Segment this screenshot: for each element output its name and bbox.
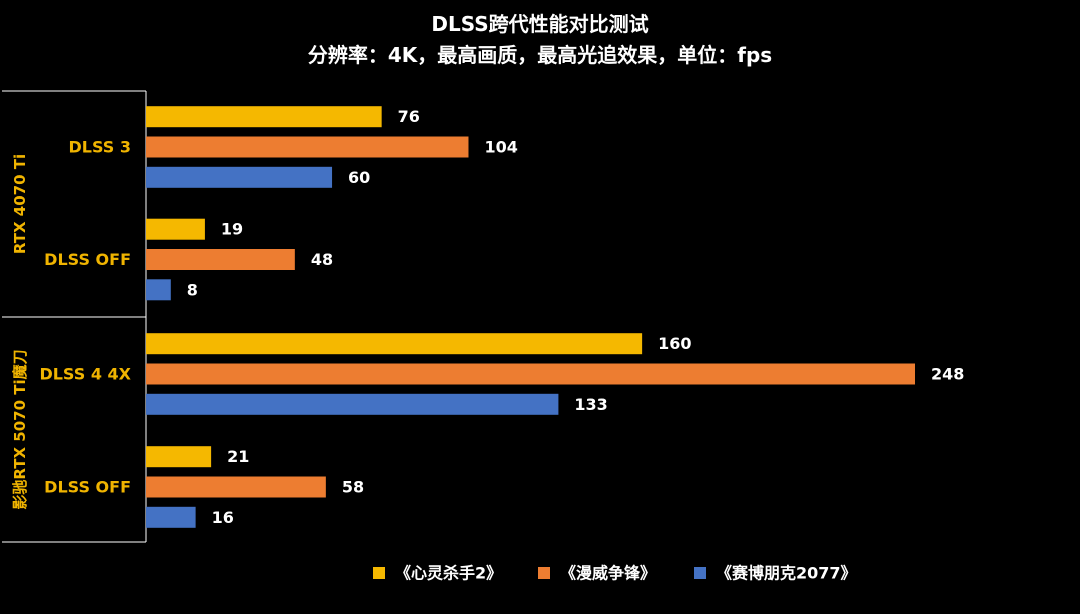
- bar: [146, 363, 915, 385]
- legend-label: 《赛博朋克2077》: [716, 564, 857, 583]
- legend-label: 《漫威争锋》: [560, 564, 656, 583]
- category-label: DLSS 4 4X: [39, 365, 131, 384]
- group-label: 影驰RTX 5070 Ti魔刀: [11, 349, 29, 509]
- bar: [146, 476, 326, 498]
- data-label: 60: [348, 168, 370, 187]
- bar: [146, 136, 469, 158]
- category-label: DLSS 3: [68, 138, 131, 157]
- data-label: 160: [658, 334, 691, 353]
- data-label: 133: [574, 395, 607, 414]
- category-label: DLSS OFF: [44, 250, 131, 269]
- legend-swatch: [373, 567, 385, 579]
- legend-label: 《心灵杀手2》: [395, 564, 502, 583]
- bar: [146, 218, 205, 240]
- category-label: DLSS OFF: [44, 478, 131, 497]
- data-label: 19: [221, 220, 243, 239]
- group-label: RTX 4070 Ti: [11, 154, 29, 254]
- legend-swatch: [694, 567, 706, 579]
- bar: [146, 106, 382, 128]
- bar: [146, 279, 171, 301]
- bar: [146, 446, 212, 468]
- bar: [146, 393, 559, 415]
- data-label: 8: [187, 280, 198, 299]
- bar: [146, 249, 295, 270]
- legend-swatch: [538, 567, 550, 579]
- data-label: 104: [484, 138, 517, 157]
- bar: [146, 506, 196, 528]
- data-label: 76: [398, 107, 420, 126]
- data-label: 58: [342, 478, 364, 497]
- legend: 《心灵杀手2》 《漫威争锋》 《赛博朋克2077》: [373, 564, 857, 583]
- bars-layer: [146, 106, 915, 528]
- data-label: 16: [212, 508, 234, 527]
- data-label: 48: [311, 250, 333, 269]
- bar: [146, 333, 643, 355]
- data-label: 21: [227, 447, 249, 466]
- data-label: 248: [931, 365, 964, 384]
- chart-title: DLSS跨代性能对比测试: [431, 12, 648, 36]
- chart-subtitle: 分辨率：4K，最高画质，最高光追效果，单位：fps: [308, 43, 772, 67]
- labels-layer: RTX 4070 Ti DLSS 3 76 104 60 DLSS OFF 19 48 8 影驰R…: [11, 107, 964, 527]
- bar: [146, 166, 333, 188]
